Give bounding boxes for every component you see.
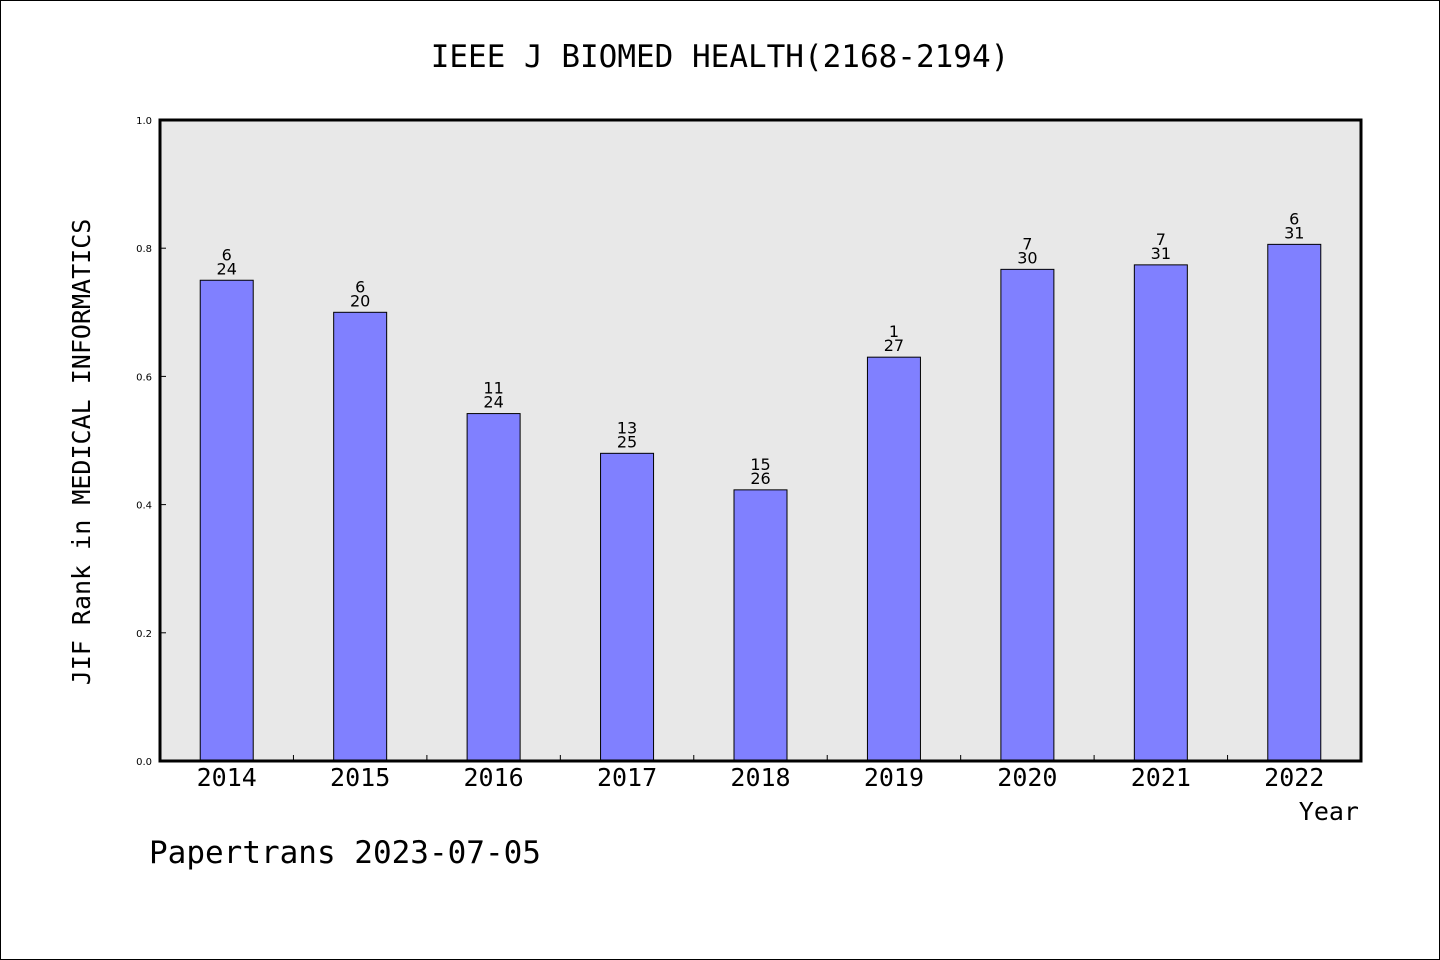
- rank-label-2022: 6: [1289, 209, 1299, 228]
- rank-label-2020: 7: [1022, 234, 1032, 253]
- total-label-2016: 24: [483, 393, 503, 412]
- y-tick-label-0.8: 0.8: [136, 244, 152, 255]
- bar-2019: [866, 356, 921, 762]
- y-tick-label-0.6: 0.6: [136, 372, 152, 383]
- rank-label-2021: 7: [1156, 230, 1166, 249]
- bar-2017: [600, 452, 655, 762]
- bar-2020: [1000, 268, 1055, 762]
- total-label-2014: 24: [217, 259, 237, 278]
- x-tick-label-2018: 2018: [730, 763, 790, 792]
- total-label-2022: 31: [1284, 223, 1304, 242]
- x-axis-label: Year: [1299, 797, 1359, 826]
- x-tick-label-2015: 2015: [330, 763, 390, 792]
- bar-2016: [466, 413, 521, 762]
- bars-layer: [199, 243, 1322, 762]
- total-label-2020: 30: [1017, 248, 1037, 267]
- x-tick-label-2020: 2020: [997, 763, 1057, 792]
- x-tick-label-2014: 2014: [197, 763, 257, 792]
- rank-label-2019: 1: [889, 322, 899, 341]
- x-tick-label-2017: 2017: [597, 763, 657, 792]
- rank-label-2017: 13: [617, 418, 637, 437]
- total-label-2015: 20: [350, 291, 370, 310]
- footer-credit: Papertrans 2023-07-05: [149, 835, 541, 871]
- total-label-2019: 27: [884, 336, 904, 355]
- rank-label-2015: 6: [355, 277, 365, 296]
- y-tick-label-0.4: 0.4: [136, 501, 152, 512]
- total-label-2017: 25: [617, 432, 637, 451]
- y-tick-label-1.0: 1.0: [136, 116, 152, 127]
- y-axis-label: JIF Rank in MEDICAL INFORMATICS: [67, 219, 96, 686]
- x-tick-label-2019: 2019: [864, 763, 924, 792]
- bar-2014: [199, 279, 254, 762]
- x-tick-label-2021: 2021: [1131, 763, 1191, 792]
- y-tick-label-0.0: 0.0: [136, 757, 152, 768]
- rank-label-2014: 6: [222, 245, 232, 264]
- bar-2021: [1133, 264, 1188, 762]
- rank-label-2018: 15: [750, 455, 770, 474]
- bar-2022: [1267, 243, 1322, 762]
- rank-label-2016: 11: [483, 379, 503, 398]
- total-label-2021: 31: [1151, 244, 1171, 263]
- y-tick-label-0.2: 0.2: [136, 629, 152, 640]
- chart-title: IEEE J BIOMED HEALTH(2168-2194): [431, 39, 1010, 75]
- x-axis: 2014 2015 2016 2017 2018 2019 2020 2021 2022: [197, 755, 1324, 792]
- bar-2018: [733, 489, 788, 762]
- bar-2015: [333, 311, 388, 762]
- x-tick-label-2022: 2022: [1264, 763, 1324, 792]
- total-label-2018: 26: [750, 469, 770, 488]
- plot-border: [158, 118, 1363, 763]
- x-tick-label-2016: 2016: [464, 763, 524, 792]
